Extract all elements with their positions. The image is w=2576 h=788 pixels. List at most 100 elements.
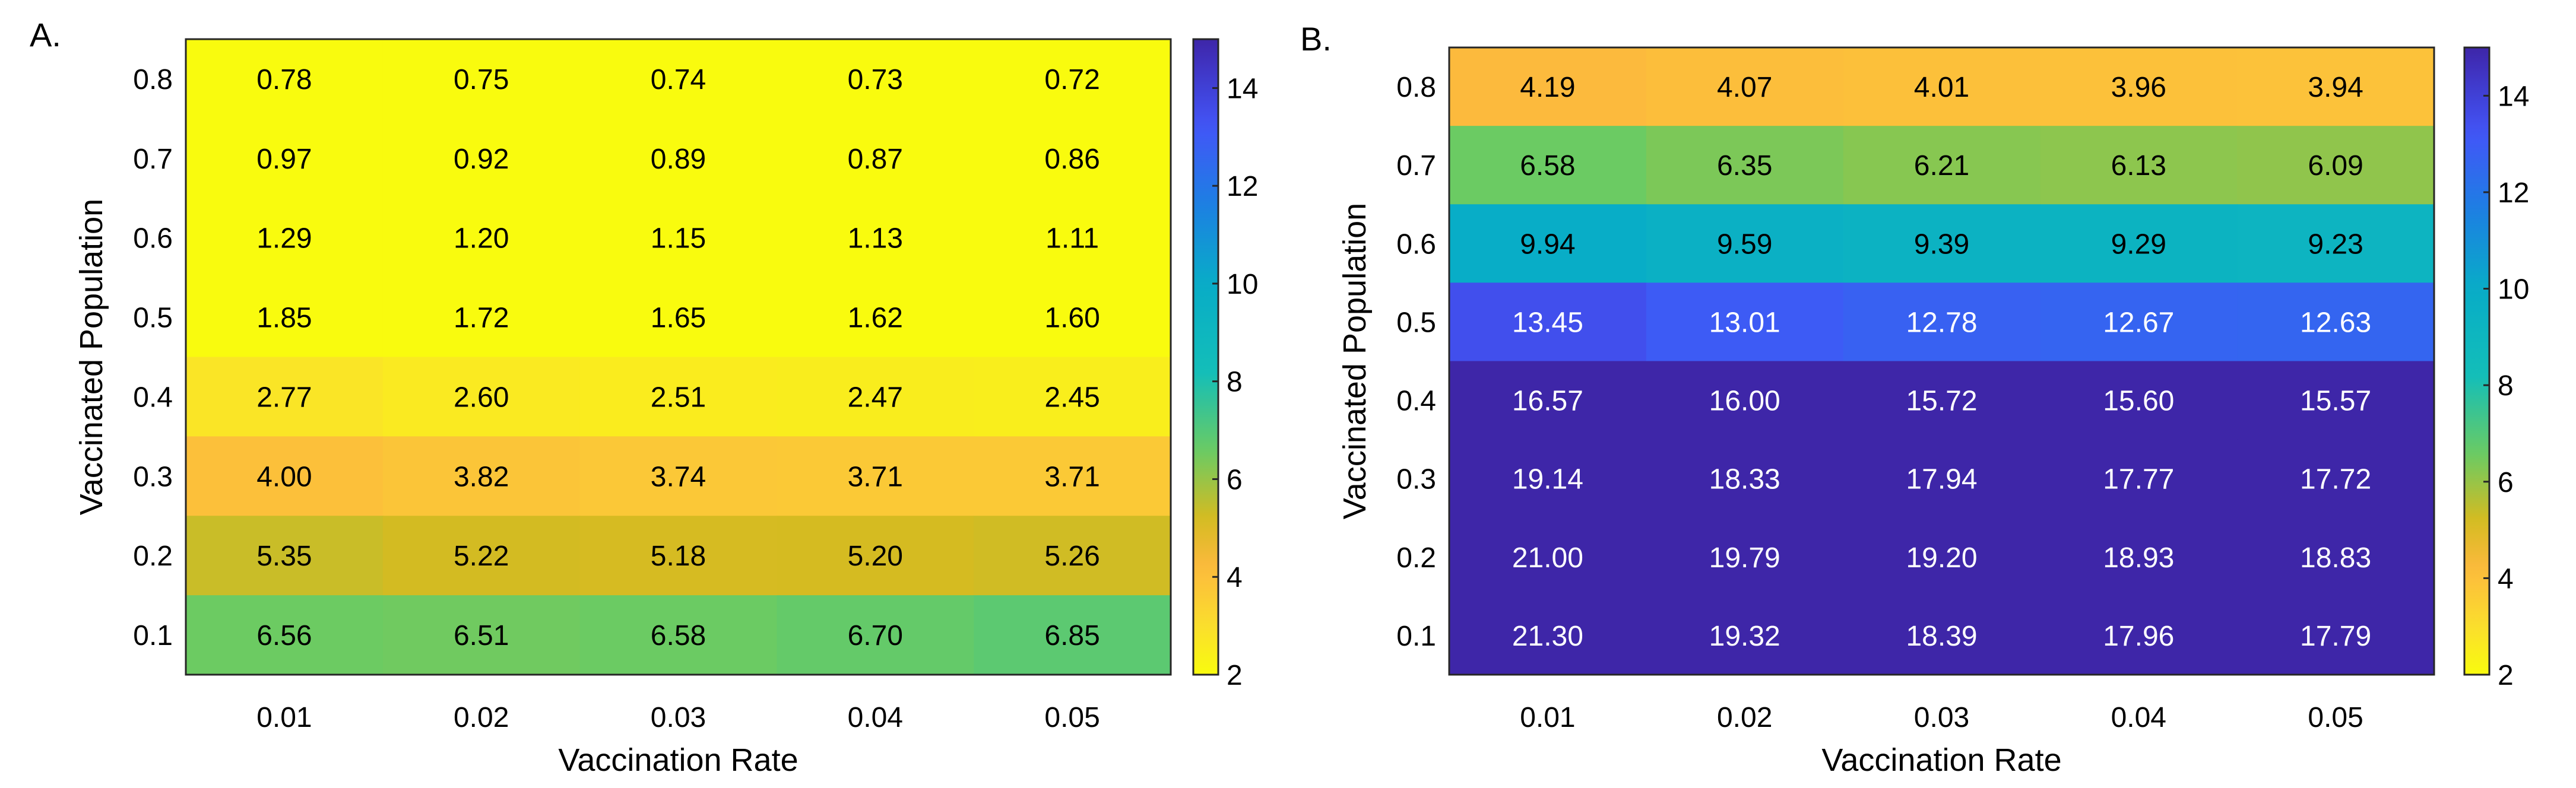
panel-b-value-label: 3.94	[2308, 72, 2363, 103]
panel-b-cell	[1646, 361, 1844, 440]
panel-b-cell	[1449, 47, 1647, 126]
panel-a-cell	[579, 357, 777, 437]
panel-b-cell	[1843, 596, 2040, 675]
panel-b-value-label: 6.21	[1914, 150, 1969, 182]
panel-a-y-tick-label: 0.7	[133, 144, 173, 175]
panel-b-value-label: 19.14	[1512, 464, 1583, 495]
panel-b-value-label: 6.09	[2308, 150, 2363, 182]
panel-a-cell	[777, 357, 974, 437]
panel-a-y-tick-label: 0.3	[133, 461, 173, 493]
panel-a-cell	[382, 277, 581, 358]
panel-b-cell	[2237, 361, 2435, 440]
panel-a-cell	[382, 516, 581, 596]
panel-a-value-label: 1.62	[848, 303, 903, 334]
panel-b-cell	[1646, 204, 1844, 283]
panel-b-y-tick-label: 0.5	[1396, 307, 1436, 338]
panel-b-value-label: 16.00	[1709, 386, 1780, 417]
panel-b-cell	[1449, 126, 1647, 205]
panel-b-cell	[1646, 439, 1844, 519]
panel-a-cell	[186, 198, 384, 278]
panel-a-value-label: 3.71	[848, 461, 903, 493]
panel-b-value-label: 12.67	[2103, 307, 2174, 338]
panel-b-y-tick-label: 0.6	[1396, 228, 1436, 260]
panel-a-cell	[974, 516, 1171, 596]
panel-b-cell	[2040, 361, 2238, 440]
panel-a-colorbar-tick-label: 6	[1227, 464, 1243, 495]
panel-b-value-label: 19.32	[1709, 621, 1780, 652]
panel-a-value-label: 0.78	[256, 64, 312, 96]
panel-a-value-label: 6.85	[1044, 620, 1100, 652]
panel-a-cell	[186, 357, 384, 437]
panel-b-value-label: 13.45	[1512, 307, 1583, 338]
panel-b-cell	[1646, 517, 1844, 597]
panel-b-value-label: 15.57	[2300, 386, 2371, 417]
panel-b-cell	[1843, 204, 2040, 283]
panel-a-cell	[186, 39, 384, 119]
panel-a-cell	[579, 118, 777, 199]
panel-b-value-label: 6.13	[2111, 150, 2166, 182]
panel-a-cell	[579, 436, 777, 516]
panel-b-value-label: 9.59	[1717, 228, 1772, 260]
panel-a-cell	[186, 436, 384, 516]
panel-b-label: B.	[1300, 20, 1332, 58]
panel-a-cell	[777, 39, 974, 119]
panel-a-x-axis-label: Vaccination Rate	[558, 742, 798, 778]
panel-a-value-label: 1.13	[848, 223, 903, 255]
panel-a-cell	[777, 118, 974, 199]
panel-b-value-label: 6.35	[1717, 150, 1772, 182]
panel-b-cell	[2237, 282, 2435, 362]
panel-b-value-label: 9.94	[1520, 228, 1575, 260]
panel-b-cell	[2040, 282, 2238, 362]
panel-a-value-label: 6.56	[256, 620, 312, 652]
panel-b-value-label: 9.29	[2111, 228, 2166, 260]
panel-b-cell	[1646, 47, 1844, 126]
panel-a-value-label: 0.97	[256, 144, 312, 175]
panel-a-value-label: 5.35	[256, 541, 312, 572]
panel-a-cell	[974, 357, 1171, 437]
panel-a-y-tick-label: 0.4	[133, 382, 173, 413]
panel-a-cell	[579, 39, 777, 119]
panel-a-value-label: 2.45	[1044, 382, 1100, 413]
panel-a-cell	[777, 277, 974, 358]
panel-b-x-tick-label: 0.02	[1717, 702, 1772, 733]
panel-a-cell	[974, 436, 1171, 516]
panel-a-value-label: 1.60	[1044, 303, 1100, 334]
panel-b-cell	[2237, 204, 2435, 283]
panel-a-cell	[186, 277, 384, 358]
panel-b-value-label: 17.79	[2300, 621, 2371, 652]
panel-a-cell	[974, 277, 1171, 358]
panel-b-colorbar-tick-label: 12	[2498, 177, 2529, 209]
panel-a-frame	[185, 38, 1172, 676]
panel-b-cell	[1449, 517, 1647, 597]
panel-b-value-label: 4.19	[1520, 72, 1575, 103]
panel-a-y-tick-label: 0.1	[133, 620, 173, 652]
panel-a-value-label: 6.58	[651, 620, 706, 652]
panel-a-value-label: 2.77	[256, 382, 312, 413]
panel-b-value-label: 13.01	[1709, 307, 1780, 338]
panel-a-cell	[974, 595, 1171, 675]
panel-b-value-label: 21.00	[1512, 542, 1583, 574]
panel-a-x-tick-label: 0.02	[454, 702, 509, 733]
panel-a-colorbar-tick-label: 14	[1227, 73, 1258, 104]
panel-a-cell	[579, 198, 777, 278]
panel-a-colorbar-tick-label: 8	[1227, 367, 1243, 398]
panel-a-value-label: 3.71	[1044, 461, 1100, 493]
panel-a-value-label: 6.51	[454, 620, 509, 652]
panel-a-cell	[382, 39, 581, 119]
panel-b-cell	[1449, 439, 1647, 519]
panel-a-value-label: 0.92	[454, 144, 509, 175]
panel-b-value-label: 12.63	[2300, 307, 2371, 338]
panel-b-cell	[1449, 596, 1647, 675]
panel-b-y-tick-label: 0.2	[1396, 542, 1436, 574]
panel-a-cell	[186, 118, 384, 199]
panel-b-value-label: 19.79	[1709, 542, 1780, 574]
panel-a-cell	[777, 595, 974, 675]
panel-a-value-label: 1.72	[454, 303, 509, 334]
panel-a-y-tick-label: 0.5	[133, 303, 173, 334]
panel-a-y-tick-label: 0.6	[133, 223, 173, 255]
panel-b-value-label: 18.33	[1709, 464, 1780, 495]
panel-a-cell	[974, 198, 1171, 278]
panel-b-value-label: 19.20	[1906, 542, 1977, 574]
panel-a-value-label: 1.85	[256, 303, 312, 334]
